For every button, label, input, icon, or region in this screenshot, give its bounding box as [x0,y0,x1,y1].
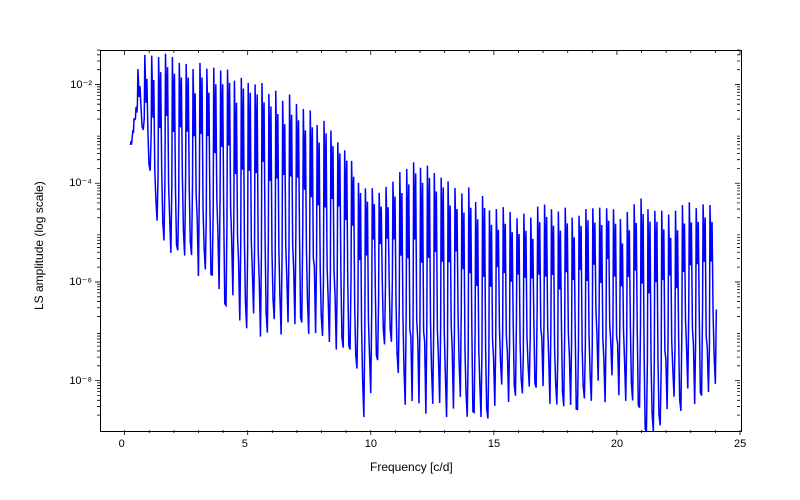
x-tick-label: 15 [488,438,500,450]
x-tick-label: 20 [611,438,623,450]
figure: Frequency [c/d] LS amplitude (log scale)… [0,0,800,500]
x-tick-label: 0 [119,438,125,450]
x-tick-label: 25 [734,438,746,450]
x-axis-label: Frequency [c/d] [370,460,453,474]
x-tick-label: 5 [242,438,248,450]
y-axis-label: LS amplitude (log scale) [32,181,46,310]
y-tick-label: 10⁻⁸ [69,374,92,387]
periodogram-line [101,51,741,431]
y-tick-label: 10⁻⁶ [69,275,92,288]
x-tick-label: 10 [365,438,377,450]
y-tick-label: 10⁻⁴ [69,176,92,189]
plot-area [100,50,742,432]
y-tick-label: 10⁻² [70,78,92,91]
